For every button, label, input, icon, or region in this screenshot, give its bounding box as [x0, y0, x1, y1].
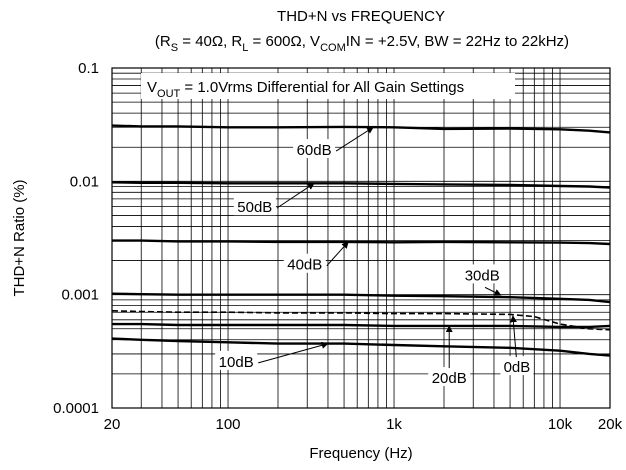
- annotation-bg: [293, 139, 336, 159]
- output-voltage-note: VOUT = 1.0Vrms Differential for All Gain…: [147, 79, 464, 100]
- y-tick-label: 0.1: [78, 60, 99, 77]
- annotation-arrow: [326, 241, 349, 267]
- annotation-50dB: 50dB: [237, 199, 272, 216]
- series-line-30dB: [112, 292, 610, 304]
- x-tick-label: 20: [104, 416, 121, 433]
- y-axis-label: THD+N Ratio (%): [11, 179, 28, 296]
- annotation-arrow: [335, 126, 374, 152]
- annotation-bg: [233, 196, 276, 216]
- note-box: [141, 73, 515, 99]
- y-tick-label: 0.01: [70, 173, 99, 190]
- annotation-bg: [461, 264, 504, 284]
- annotation-bg: [283, 253, 326, 273]
- chart-title: THD+N vs FREQUENCY: [277, 8, 445, 25]
- x-tick-label: 20k: [598, 416, 623, 433]
- plot-frame: [111, 67, 611, 409]
- annotation-0dB: 0dB: [504, 359, 531, 376]
- x-axis-label: Frequency (Hz): [309, 445, 412, 462]
- annotation-30dB: 30dB: [465, 267, 500, 284]
- series-line-50dB: [112, 181, 610, 189]
- annotation-60dB: 60dB: [297, 142, 332, 159]
- series-line-40dB: [112, 239, 610, 246]
- x-tick-label: 100: [216, 416, 241, 433]
- x-tick-label: 1k: [386, 416, 402, 433]
- annotation-arrow: [276, 182, 315, 209]
- annotation-bg: [500, 356, 534, 376]
- annotation-arrow: [509, 315, 517, 358]
- chart-subtitle: (RS = 40Ω, RL = 600Ω, VCOMIN = +2.5V, BW…: [155, 33, 569, 54]
- tick-labels: 20 100 1k 10k 20k 0.1 0.01 0.001 0.0001: [53, 60, 622, 433]
- annotation-arrow: [484, 286, 502, 296]
- annotation-bg: [215, 350, 258, 370]
- series-line-10dB: [112, 337, 610, 357]
- series-line-60dB: [112, 124, 610, 134]
- y-tick-label: 0.0001: [53, 400, 99, 417]
- annotation-arrow: [258, 341, 329, 364]
- annotation-20dB: 20dB: [432, 370, 467, 387]
- series-line-20dB: [112, 322, 610, 329]
- x-tick-label: 10k: [548, 416, 573, 433]
- plot-grid: [112, 68, 610, 408]
- annotation-bg: [428, 367, 471, 387]
- annotation-layer: 60dB 50dB 40dB 30dB 20dB 0dB 10dB: [215, 126, 534, 387]
- series-line-0dB: [112, 310, 610, 331]
- y-tick-label: 0.001: [61, 287, 99, 304]
- annotation-40dB: 40dB: [287, 257, 322, 274]
- series-layer: [112, 124, 610, 357]
- annotation-10dB: 10dB: [219, 354, 254, 371]
